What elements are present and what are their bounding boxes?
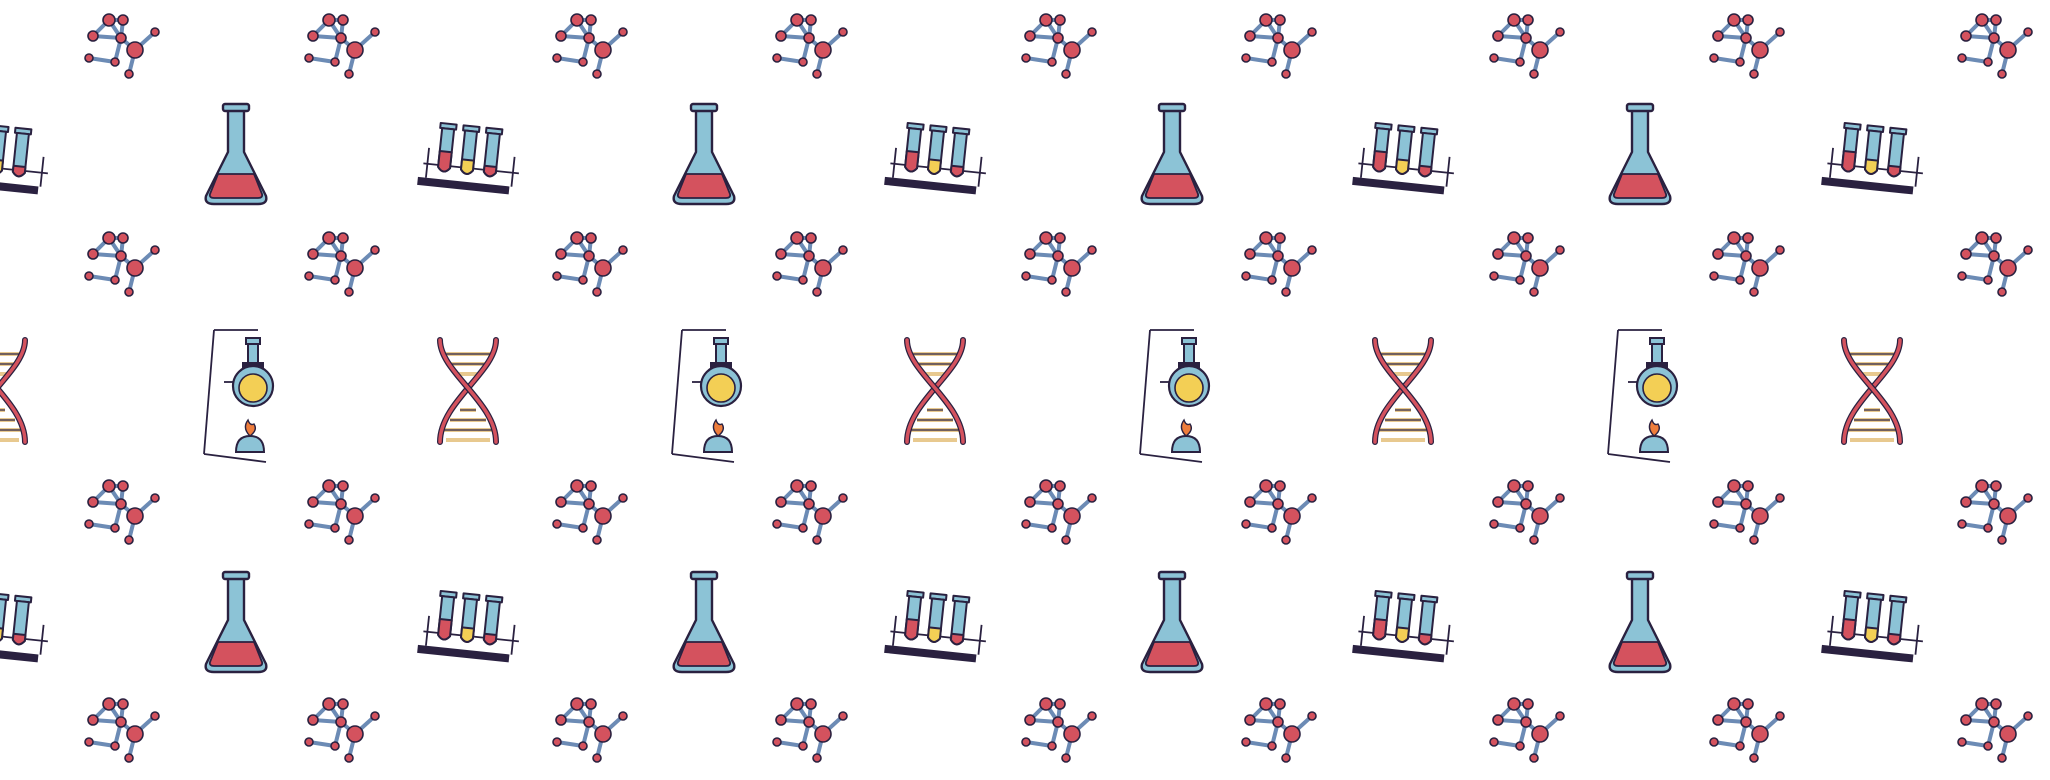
flask-burner-icon bbox=[670, 328, 743, 464]
molecule-icon bbox=[1020, 12, 1098, 80]
molecule-icon bbox=[303, 478, 381, 546]
molecule-icon bbox=[1488, 230, 1566, 298]
test-tube-rack-icon bbox=[883, 588, 992, 665]
molecule-icon bbox=[1956, 696, 2034, 764]
erlenmeyer-flask-icon bbox=[1608, 570, 1672, 674]
molecule-icon bbox=[303, 230, 381, 298]
molecule-icon bbox=[1240, 12, 1318, 80]
test-tube-rack-icon bbox=[0, 588, 54, 665]
molecule-icon bbox=[83, 12, 161, 80]
molecule-icon bbox=[1708, 230, 1786, 298]
molecule-icon bbox=[551, 230, 629, 298]
test-tube-rack-icon bbox=[416, 588, 525, 665]
erlenmeyer-flask-icon bbox=[1140, 102, 1204, 206]
dna-helix-icon bbox=[907, 340, 963, 442]
molecule-icon bbox=[771, 230, 849, 298]
molecule-icon bbox=[1488, 696, 1566, 764]
molecule-icon bbox=[1488, 12, 1566, 80]
erlenmeyer-flask-icon bbox=[672, 570, 736, 674]
molecule-icon bbox=[1240, 696, 1318, 764]
molecule-icon bbox=[1020, 230, 1098, 298]
molecule-icon bbox=[1708, 696, 1786, 764]
molecule-icon bbox=[551, 12, 629, 80]
flask-burner-icon bbox=[1138, 328, 1211, 464]
molecule-icon bbox=[83, 230, 161, 298]
molecule-icon bbox=[1488, 478, 1566, 546]
test-tube-rack-icon bbox=[1820, 120, 1929, 197]
molecule-icon bbox=[551, 696, 629, 764]
dna-helix-icon bbox=[1844, 340, 1900, 442]
test-tube-rack-icon bbox=[1820, 588, 1929, 665]
erlenmeyer-flask-icon bbox=[1140, 570, 1204, 674]
test-tube-rack-icon bbox=[883, 120, 992, 197]
molecule-icon bbox=[303, 12, 381, 80]
molecule-icon bbox=[1708, 12, 1786, 80]
molecule-icon bbox=[771, 12, 849, 80]
erlenmeyer-flask-icon bbox=[204, 570, 268, 674]
molecule-icon bbox=[771, 696, 849, 764]
dna-helix-icon bbox=[440, 340, 496, 442]
flask-burner-icon bbox=[1606, 328, 1679, 464]
test-tube-rack-icon bbox=[1351, 588, 1460, 665]
erlenmeyer-flask-icon bbox=[1608, 102, 1672, 206]
dna-helix-icon bbox=[1375, 340, 1431, 442]
molecule-icon bbox=[1020, 478, 1098, 546]
molecule-icon bbox=[83, 478, 161, 546]
molecule-icon bbox=[1020, 696, 1098, 764]
molecule-icon bbox=[551, 478, 629, 546]
erlenmeyer-flask-icon bbox=[204, 102, 268, 206]
dna-helix-icon bbox=[0, 340, 25, 442]
molecule-icon bbox=[771, 478, 849, 546]
molecule-icon bbox=[1956, 12, 2034, 80]
erlenmeyer-flask-icon bbox=[672, 102, 736, 206]
molecule-icon bbox=[1956, 230, 2034, 298]
flask-burner-icon bbox=[202, 328, 275, 464]
test-tube-rack-icon bbox=[1351, 120, 1460, 197]
molecule-icon bbox=[83, 696, 161, 764]
molecule-icon bbox=[1708, 478, 1786, 546]
molecule-icon bbox=[1240, 478, 1318, 546]
molecule-icon bbox=[1240, 230, 1318, 298]
test-tube-rack-icon bbox=[416, 120, 525, 197]
molecule-icon bbox=[1956, 478, 2034, 546]
test-tube-rack-icon bbox=[0, 120, 54, 197]
molecule-icon bbox=[303, 696, 381, 764]
